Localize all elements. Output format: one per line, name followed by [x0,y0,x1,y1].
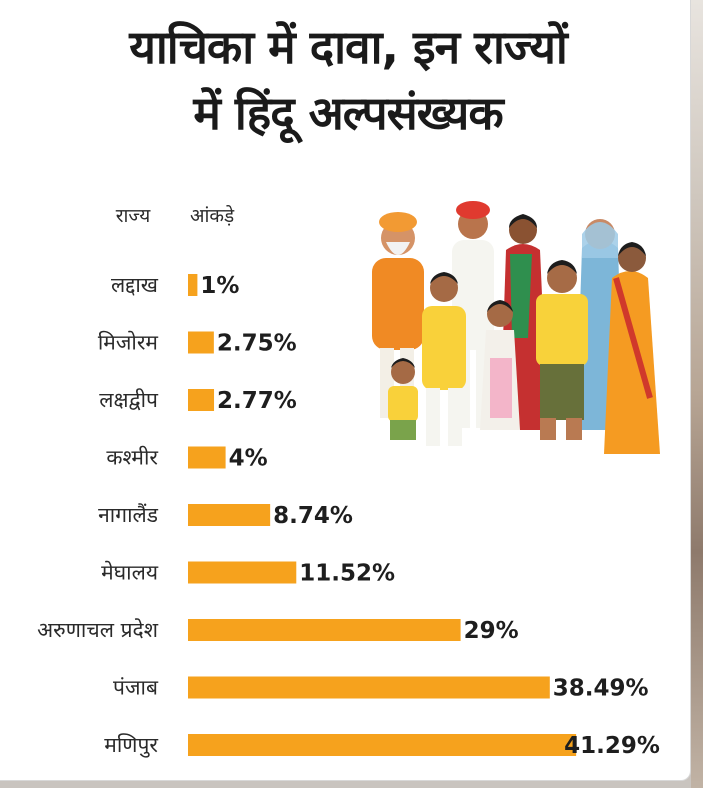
value-header: आंकड़े [190,204,235,227]
value-label: 41.29% [564,733,660,759]
value-label: 38.49% [553,676,649,702]
bar [188,676,550,699]
teen-boy-figure [536,260,588,440]
bar [188,734,577,756]
category-label: मेघालय [101,561,159,585]
bar [188,504,271,526]
category-label: लक्षद्वीप [99,388,159,412]
family-illustration [372,201,660,454]
value-label: 11.52% [299,561,395,587]
title-line-1: याचिका में दावा, इन राज्यों [129,20,568,74]
category-label: अरुणाचल प्रदेश [37,618,159,642]
value-label: 8.74% [273,503,353,529]
bars-group: लद्दाख 1% मिजोरम 2.75% लक्षद्वीप 2.77% कश्मीर 4… [37,273,660,759]
elder-man-figure [372,212,424,418]
girl-white-figure [480,300,520,430]
woman-orange-figure [604,242,660,454]
value-label: 29% [464,618,519,644]
bar [188,619,461,641]
background-edge [691,0,703,788]
infographic-card: याचिका में दावा, इन राज्यों में हिंदू अल… [0,0,691,781]
value-label: 4% [229,446,268,472]
category-label: मणिपुर [104,733,158,758]
bar [188,446,226,469]
category-label: पंजाब [113,676,159,700]
title-line-2: में हिंदू अल्पसंख्यक [193,86,503,140]
value-label: 1% [200,273,239,299]
boy-yellow-kurta-figure [422,272,466,446]
small-boy-figure [388,358,418,440]
category-label: मिजोरम [98,331,159,355]
category-header: राज्य [116,205,152,227]
category-label: लद्दाख [111,273,159,297]
value-label: 2.77% [217,388,297,414]
bar [188,274,198,296]
category-label: नागालैंड [98,503,159,527]
bar-chart: राज्य आंकड़े लद्दाख 1% मिजोरम 2.75% लक्षद्वी… [37,204,660,759]
bar [188,331,214,354]
value-label: 2.75% [217,331,297,357]
bar [188,389,215,411]
bar [188,561,297,584]
category-label: कश्मीर [106,446,158,470]
page-title: याचिका में दावा, इन राज्यों में हिंदू अल… [8,14,688,146]
